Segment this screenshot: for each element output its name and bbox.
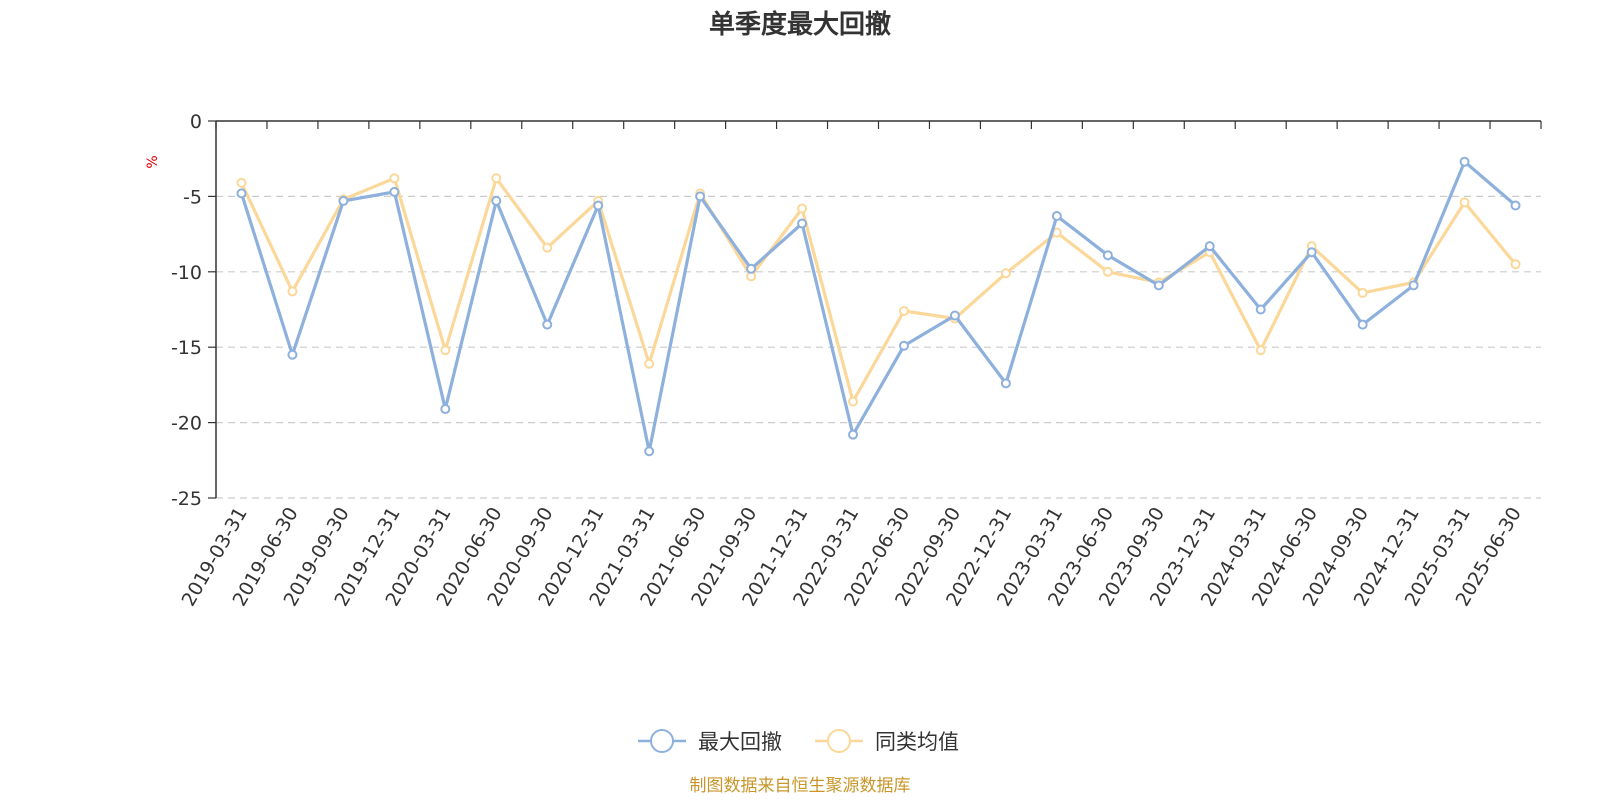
data-point[interactable] [797,218,808,229]
data-point[interactable] [1510,259,1521,270]
data-point[interactable] [1357,287,1368,298]
data-point[interactable] [1255,345,1266,356]
data-point[interactable] [746,263,757,274]
data-point[interactable] [1408,280,1419,291]
chart-title: 单季度最大回撤 [709,9,891,40]
legend-label: 最大回撤 [698,730,782,754]
y-tick-label: -25 [171,488,202,510]
data-point[interactable] [797,203,808,214]
y-axis-unit-label: % [145,155,161,168]
data-point[interactable] [1255,304,1266,315]
data-point[interactable] [542,242,553,253]
legend-circle-icon [827,729,851,753]
y-axis-ticks: 0 -5 -10 -15 -20 -25 [171,111,216,510]
data-point[interactable] [491,173,502,184]
data-point[interactable] [1102,250,1113,261]
data-point[interactable] [848,396,859,407]
data-point[interactable] [440,345,451,356]
legend-circle-icon [650,729,674,753]
legend-label: 同类均值 [875,730,959,754]
y-tick-label: -15 [171,337,202,359]
data-point[interactable] [338,195,349,206]
series-line [240,176,1517,404]
data-point[interactable] [1459,156,1470,167]
data-point[interactable] [848,429,859,440]
data-point[interactable] [695,191,706,202]
data-point[interactable] [287,349,298,360]
data-point[interactable] [389,186,400,197]
y-tick-label: -10 [171,262,202,284]
data-point[interactable] [898,340,909,351]
data-point[interactable] [287,286,298,297]
data-point[interactable] [491,195,502,206]
data-point[interactable] [1306,247,1317,258]
series-lines [236,156,1521,457]
data-point[interactable] [644,358,655,369]
data-point[interactable] [1000,268,1011,279]
data-point[interactable] [593,200,604,211]
data-point[interactable] [1000,378,1011,389]
legend-item-1[interactable]: 同类均值 [815,729,959,754]
legend[interactable]: 最大回撤 同类均值 [638,729,959,754]
data-point[interactable] [236,177,247,188]
axes [215,120,1541,498]
y-tick-label: 0 [190,111,202,133]
data-point[interactable] [898,306,909,317]
data-point[interactable] [1204,241,1215,252]
y-tick-label: -20 [171,413,202,435]
series-0 [236,156,1521,457]
data-point[interactable] [236,188,247,199]
data-point[interactable] [440,404,451,415]
data-point[interactable] [542,319,553,330]
data-point[interactable] [949,310,960,321]
data-point[interactable] [1510,200,1521,211]
data-point[interactable] [1051,211,1062,222]
data-point[interactable] [389,173,400,184]
data-point[interactable] [1153,280,1164,291]
data-point[interactable] [1459,197,1470,208]
data-point[interactable] [1102,266,1113,277]
grid-lines [216,195,1541,499]
legend-item-0[interactable]: 最大回撤 [638,729,782,754]
data-point[interactable] [644,446,655,457]
series-1 [236,173,1521,407]
series-line [239,160,1517,453]
data-point[interactable] [1357,319,1368,330]
source-note: 制图数据来自恒生聚源数据库 [690,776,911,796]
y-tick-label: -5 [183,186,202,208]
